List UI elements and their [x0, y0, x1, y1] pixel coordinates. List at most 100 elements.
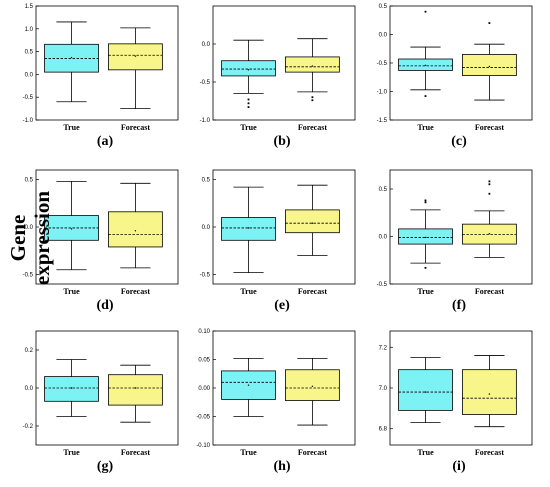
box-true — [398, 357, 453, 424]
x-tick-label-true: True — [63, 448, 80, 457]
x-tick-label-forecast: Forecast — [121, 287, 151, 296]
box-forecast — [462, 355, 517, 428]
mean-marker — [247, 227, 250, 229]
outlier-point — [247, 98, 250, 101]
mean-marker — [488, 393, 491, 395]
box-true — [398, 10, 453, 97]
panel-caption: (c) — [451, 134, 467, 149]
panel-caption: (a) — [97, 134, 114, 149]
iqr-box — [285, 369, 340, 401]
y-tick-label: 6.8 — [379, 427, 388, 433]
y-tick-label: 0.5 — [379, 4, 388, 10]
panel-caption: (b) — [273, 134, 290, 149]
panel-caption: (e) — [274, 298, 290, 313]
box-true — [44, 21, 99, 103]
y-tick-label: 0.5 — [379, 187, 388, 193]
x-tick-label-true: True — [240, 287, 257, 296]
mean-marker — [424, 391, 427, 393]
mean-marker — [311, 65, 314, 67]
panel-f: -0.5 0.0 0.5 True Forecast (f) — [377, 169, 533, 313]
x-tick-label-true: True — [417, 287, 434, 296]
mean-marker — [424, 236, 427, 239]
y-tick-label: 7.0 — [379, 386, 388, 392]
mean-marker — [134, 387, 137, 389]
iqr-box — [398, 228, 453, 245]
outlier-point — [488, 180, 491, 183]
mean-marker — [70, 387, 73, 389]
mean-marker — [424, 64, 427, 66]
iqr-box — [108, 374, 163, 406]
y-tick-label: 1.5 — [25, 4, 34, 10]
panel-c: -1.5 -1.0 -0.5 0.0 0.5 True Forecast (c) — [377, 4, 533, 149]
box-true — [221, 357, 276, 417]
panel-caption: (g) — [97, 459, 114, 474]
outlier-point — [424, 201, 427, 204]
y-tick-label: 0.10 — [198, 329, 210, 335]
x-tick-label-true: True — [240, 123, 257, 132]
y-tick-label: -0.5 — [377, 282, 388, 288]
mean-marker — [247, 384, 250, 386]
y-tick-label: 0.2 — [25, 348, 34, 354]
y-tick-label: 0.0 — [379, 33, 388, 39]
mean-marker — [247, 69, 250, 71]
iqr-box — [285, 209, 340, 234]
y-tick-label: 0.05 — [198, 358, 210, 364]
panel-g: -0.2 0.0 0.2 True Forecast (g) — [23, 330, 179, 474]
outlier-point — [488, 183, 491, 186]
outlier-point — [424, 266, 427, 269]
box-forecast — [285, 357, 340, 426]
y-tick-label: -0.10 — [196, 443, 210, 449]
y-tick-label: 0.5 — [25, 50, 34, 56]
x-tick-label-forecast: Forecast — [475, 287, 505, 296]
mean-marker — [311, 385, 314, 387]
x-tick-label-forecast: Forecast — [121, 123, 151, 132]
panel-d: -0.5 0.0 0.5 True Forecast (d) — [23, 169, 179, 313]
x-tick-label-forecast: Forecast — [298, 448, 328, 457]
iqr-box — [108, 211, 163, 248]
y-tick-label: 0.5 — [25, 178, 34, 184]
mean-marker — [134, 230, 137, 232]
y-tick-label: -1.5 — [377, 118, 388, 124]
y-axis-label: Gene expression — [6, 190, 54, 286]
y-tick-label: 0.0 — [25, 225, 34, 231]
box-true — [44, 180, 99, 271]
y-tick-label: 0.0 — [25, 386, 34, 392]
panel-caption: (h) — [273, 459, 290, 474]
x-tick-label-true: True — [240, 448, 257, 457]
box-forecast — [108, 27, 163, 109]
outlier-point — [488, 192, 491, 195]
y-tick-label: -1.0 — [200, 118, 211, 124]
panel-e: -0.5 0.0 0.5 True Forecast (e) — [200, 169, 356, 313]
iqr-box — [285, 56, 340, 73]
iqr-box — [462, 369, 517, 415]
panel-caption: (i) — [452, 459, 466, 474]
box-forecast — [285, 38, 340, 102]
x-tick-label-forecast: Forecast — [475, 448, 505, 457]
y-tick-label: -0.2 — [23, 424, 34, 430]
mean-marker — [134, 55, 137, 57]
x-tick-label-true: True — [417, 123, 434, 132]
axes-frame — [389, 169, 533, 285]
box-forecast — [285, 184, 340, 256]
outlier-point — [311, 96, 314, 99]
y-tick-label: -0.5 — [23, 95, 34, 101]
box-forecast — [462, 22, 517, 101]
mean-marker — [70, 56, 73, 59]
y-tick-label: 1.0 — [25, 27, 34, 33]
y-tick-label: 0.0 — [202, 225, 211, 231]
box-forecast — [108, 364, 163, 423]
y-tick-label: 7.2 — [379, 345, 388, 351]
outlier-point — [488, 22, 491, 24]
x-tick-label-forecast: Forecast — [298, 287, 328, 296]
outlier-point — [424, 95, 427, 97]
box-forecast — [108, 182, 163, 269]
y-tick-label: -0.5 — [23, 273, 34, 279]
axes-frame — [35, 5, 179, 121]
x-tick-label-true: True — [63, 123, 80, 132]
panel-caption: (f) — [452, 298, 466, 313]
x-tick-label-forecast: Forecast — [475, 123, 505, 132]
panel-caption: (d) — [96, 298, 113, 313]
x-tick-label-forecast: Forecast — [298, 123, 328, 132]
